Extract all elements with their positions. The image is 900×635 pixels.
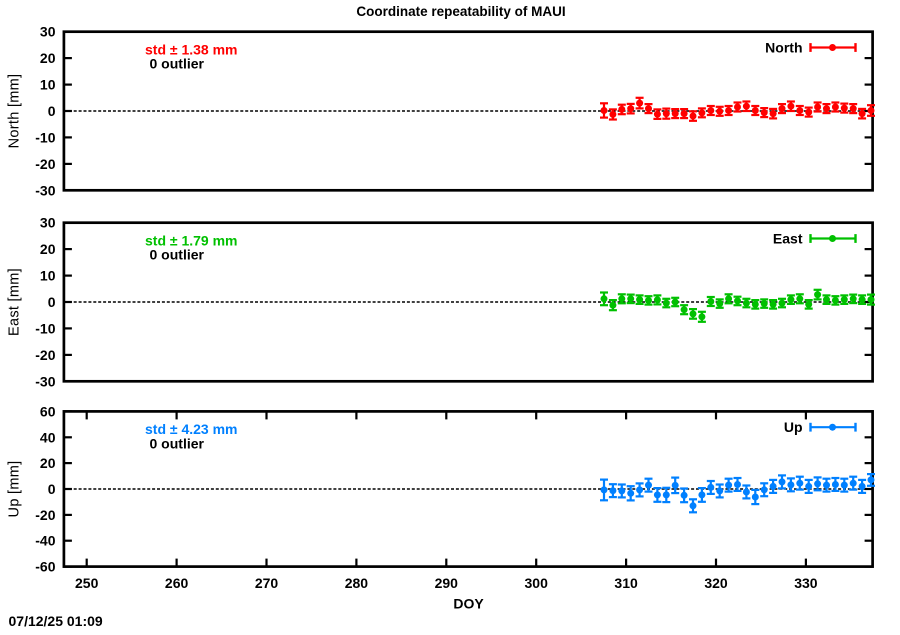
svg-text:60: 60 — [40, 403, 56, 419]
svg-text:East [mm]: East [mm] — [7, 268, 23, 336]
svg-text:270: 270 — [255, 575, 279, 591]
svg-text:Coordinate repeatability of MA: Coordinate repeatability of MAUI — [356, 4, 565, 19]
svg-text:0 outlier: 0 outlier — [150, 435, 205, 451]
svg-text:-30: -30 — [35, 373, 55, 389]
svg-text:0: 0 — [48, 294, 56, 310]
svg-text:std ± 1.38 mm: std ± 1.38 mm — [145, 41, 238, 57]
svg-text:330: 330 — [794, 575, 818, 591]
svg-text:0: 0 — [48, 481, 56, 497]
svg-text:North: North — [765, 40, 802, 56]
svg-text:Up: Up — [784, 419, 803, 435]
svg-text:-20: -20 — [35, 347, 55, 363]
svg-text:-40: -40 — [35, 533, 55, 549]
svg-text:std ± 4.23 mm: std ± 4.23 mm — [145, 421, 238, 437]
svg-text:-10: -10 — [35, 320, 55, 336]
svg-text:-60: -60 — [35, 559, 55, 575]
svg-text:30: 30 — [40, 215, 56, 231]
svg-text:std ± 1.79 mm: std ± 1.79 mm — [145, 232, 238, 248]
svg-text:10: 10 — [40, 268, 56, 284]
svg-text:20: 20 — [40, 241, 56, 257]
svg-text:-30: -30 — [35, 182, 55, 198]
svg-text:320: 320 — [704, 575, 728, 591]
svg-text:10: 10 — [40, 77, 56, 93]
svg-text:East: East — [773, 231, 803, 247]
svg-text:0 outlier: 0 outlier — [150, 247, 205, 263]
svg-text:300: 300 — [525, 575, 549, 591]
svg-text:20: 20 — [40, 455, 56, 471]
svg-text:310: 310 — [614, 575, 638, 591]
svg-text:-10: -10 — [35, 129, 55, 145]
svg-text:280: 280 — [345, 575, 369, 591]
svg-text:07/12/25 01:09: 07/12/25 01:09 — [9, 613, 103, 629]
svg-text:DOY: DOY — [453, 596, 484, 612]
svg-text:30: 30 — [40, 24, 56, 40]
svg-text:20: 20 — [40, 50, 56, 66]
svg-text:-20: -20 — [35, 507, 55, 523]
svg-text:Up [mm]: Up [mm] — [7, 461, 23, 518]
svg-text:260: 260 — [165, 575, 189, 591]
svg-text:-20: -20 — [35, 156, 55, 172]
svg-text:250: 250 — [75, 575, 99, 591]
svg-text:290: 290 — [435, 575, 459, 591]
svg-text:North [mm]: North [mm] — [7, 74, 23, 149]
svg-text:0 outlier: 0 outlier — [150, 56, 205, 72]
svg-text:40: 40 — [40, 429, 56, 445]
svg-text:0: 0 — [48, 103, 56, 119]
